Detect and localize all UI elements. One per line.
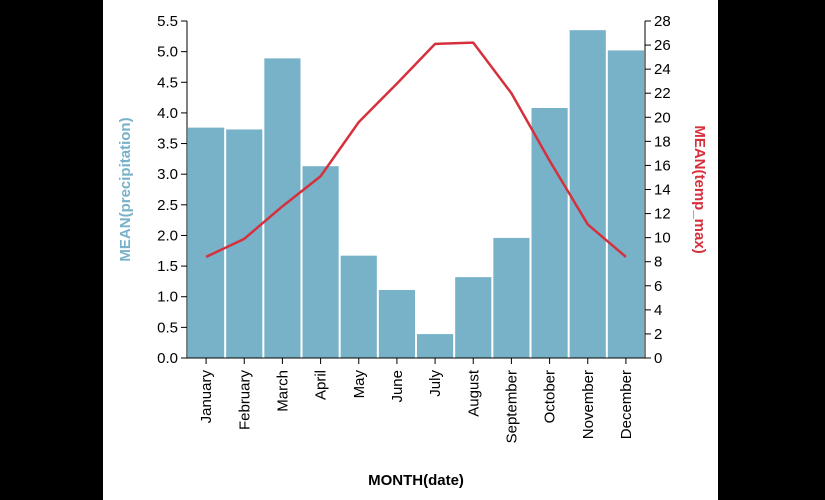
left-tick-label: 5.5: [157, 13, 178, 30]
right-tick-label: 22: [654, 85, 671, 102]
x-tick-label: March: [274, 370, 291, 412]
left-tick-label: 3.5: [157, 136, 178, 153]
bar-june: [378, 289, 415, 358]
left-tick-label: 0.5: [157, 319, 178, 336]
x-tick-label: December: [618, 370, 635, 439]
x-tick-label: April: [313, 370, 330, 400]
left-tick-label: 3.0: [157, 166, 178, 183]
left-tick-label: 4.5: [157, 74, 178, 91]
right-tick-label: 2: [654, 326, 662, 343]
bar-january: [188, 127, 225, 358]
x-tick-label: February: [236, 370, 253, 431]
bar-may: [340, 255, 377, 358]
bar-august: [455, 277, 492, 358]
right-y-axis-title: MEAN(temp_max): [691, 125, 708, 253]
x-tick-label: October: [542, 370, 559, 423]
left-tick-label: 5.0: [157, 44, 178, 61]
bar-november: [569, 30, 606, 358]
combo-chart: 0.00.51.01.52.02.53.03.54.04.55.05.5 024…: [117, 13, 708, 489]
right-tick-label: 12: [654, 206, 671, 223]
x-tick-label: May: [351, 370, 368, 399]
left-tick-label: 0.0: [157, 350, 178, 367]
x-tick-label: January: [198, 370, 215, 424]
right-tick-label: 0: [654, 350, 662, 367]
bar-march: [264, 58, 301, 358]
right-tick-label: 28: [654, 13, 671, 30]
left-tick-label: 4.0: [157, 105, 178, 122]
right-tick-label: 6: [654, 278, 662, 295]
bar-september: [493, 237, 530, 358]
right-tick-label: 4: [654, 302, 662, 319]
x-axis-title: MONTH(date): [368, 472, 464, 489]
x-tick-label: July: [427, 370, 444, 397]
left-tick-label: 1.0: [157, 289, 178, 306]
left-y-axis-title: MEAN(precipitation): [117, 117, 134, 261]
bar-july: [417, 334, 454, 358]
bar-december: [607, 50, 644, 358]
right-tick-label: 10: [654, 230, 671, 247]
left-y-ticks: 0.0 0.5 1.0 1.5 2.0 2.5 3.0 3.5 4.0 4.5 5.0 5.5: [157, 13, 187, 367]
temp-max-line: [205, 41, 627, 259]
left-tick-label: 2.0: [157, 227, 178, 244]
x-tick-label: June: [389, 370, 406, 403]
bar-october: [531, 108, 568, 359]
right-tick-label: 16: [654, 157, 671, 174]
x-tick-label: November: [580, 370, 597, 439]
bars-layer: [188, 30, 644, 359]
x-tick-label: August: [465, 369, 482, 417]
bar-april: [302, 166, 339, 358]
right-tick-label: 18: [654, 133, 671, 150]
right-tick-label: 20: [654, 109, 671, 126]
left-tick-label: 1.5: [157, 258, 178, 275]
line-layer: [205, 41, 627, 259]
left-tick-label: 2.5: [157, 197, 178, 214]
right-tick-label: 8: [654, 254, 662, 271]
x-tick-label: September: [503, 370, 520, 443]
right-tick-label: 26: [654, 37, 671, 54]
right-tick-label: 14: [654, 182, 671, 199]
right-tick-label: 24: [654, 61, 671, 78]
x-ticks: January February March April May June July Augu…: [198, 358, 635, 443]
